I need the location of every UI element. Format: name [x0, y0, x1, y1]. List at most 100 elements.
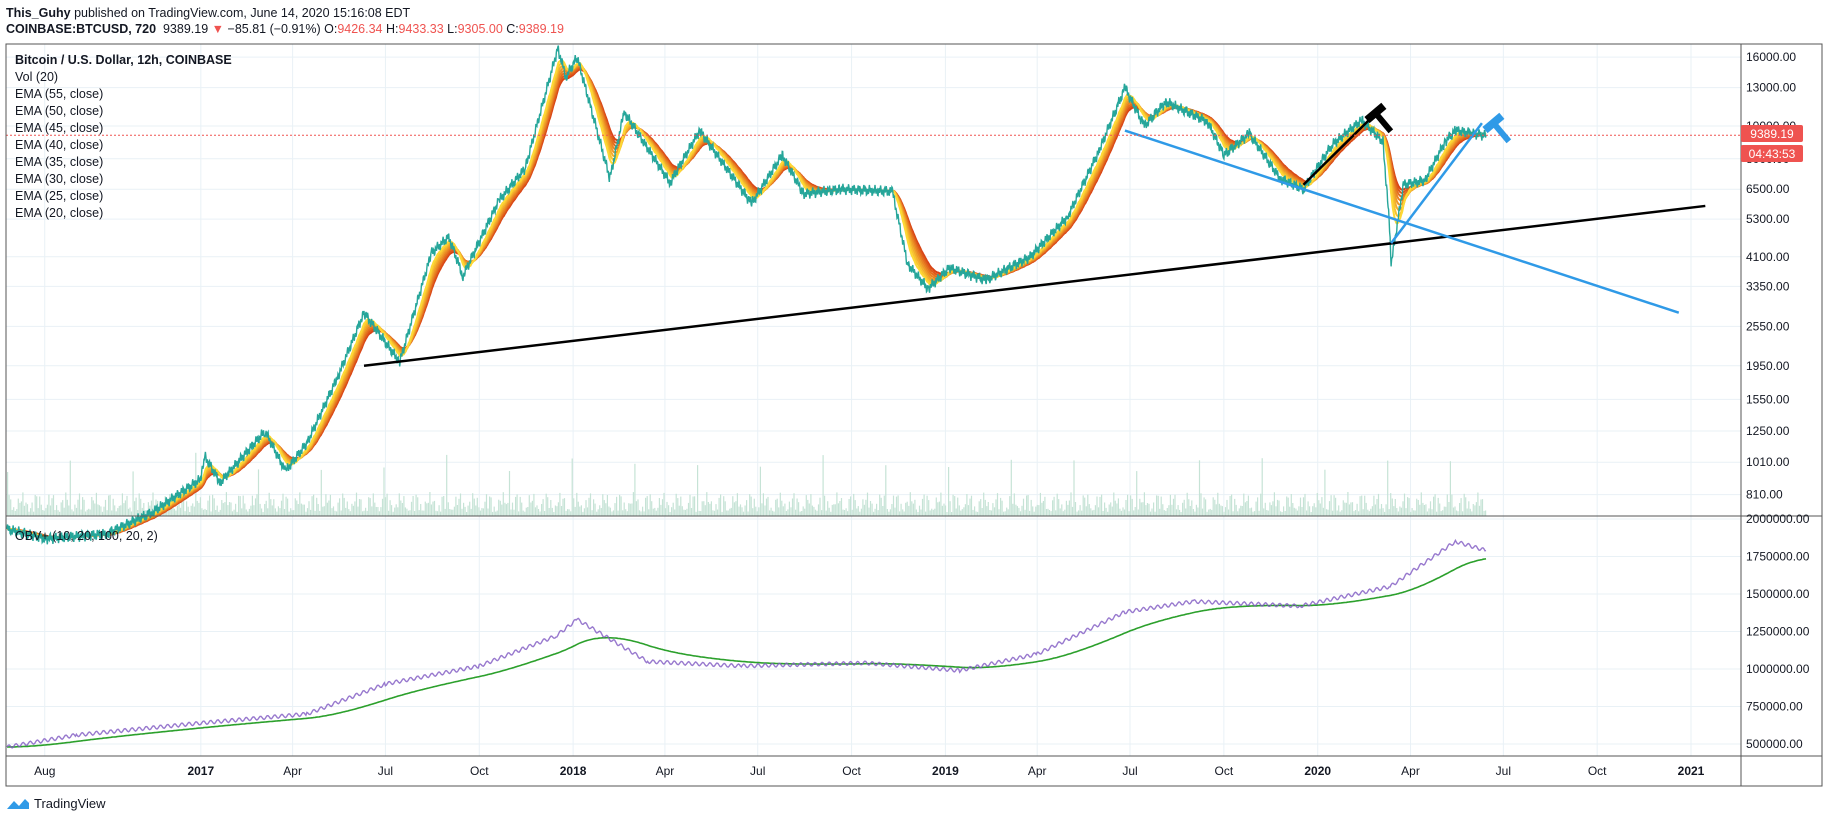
volume-bar [583, 508, 585, 516]
volume-bar [378, 511, 380, 516]
volume-bar [241, 508, 243, 516]
volume-bar [834, 504, 836, 516]
volume-bar [1018, 507, 1020, 516]
volume-bar [1162, 504, 1164, 516]
volume-bar [1408, 498, 1410, 516]
volume-bar [300, 503, 302, 516]
volume-bar [1261, 458, 1263, 516]
volume-bar [1068, 500, 1070, 516]
volume-bar [1195, 504, 1197, 516]
volume-bar [277, 506, 279, 516]
volume-bar [821, 510, 823, 516]
hammer-icon[interactable] [1482, 112, 1517, 149]
volume-bar [1033, 511, 1035, 516]
obv-tick-label: 750000.00 [1746, 700, 1803, 714]
volume-bar [1443, 506, 1445, 516]
volume-bar [756, 511, 758, 516]
volume-bar [675, 493, 677, 516]
volume-bar [120, 505, 122, 516]
volume-bar [1166, 508, 1168, 516]
volume-bar [612, 510, 615, 516]
volume-bar [1338, 505, 1340, 516]
volume-bar [92, 500, 94, 516]
trendline-black [363, 204, 1706, 368]
volume-bar [1015, 504, 1017, 516]
volume-bar [62, 500, 64, 516]
volume-bar [270, 499, 272, 516]
volume-bar [141, 507, 143, 516]
volume-bar [603, 500, 605, 516]
price-tick-label: 4100.00 [1746, 250, 1790, 264]
volume-bar [109, 495, 111, 516]
volume-bar [1171, 504, 1173, 516]
volume-bar [484, 501, 486, 516]
volume-bar [703, 501, 705, 516]
volume-bar [1243, 493, 1245, 516]
volume-bar [322, 506, 324, 516]
volume-bar [150, 500, 152, 516]
volume-bar [932, 509, 934, 516]
volume-bar [775, 499, 777, 516]
volume-bar [504, 502, 506, 516]
volume-bar [1108, 504, 1110, 516]
volume-bar [1156, 495, 1158, 516]
low-value: 9305.00 [457, 22, 503, 36]
volume-bar [397, 507, 399, 516]
volume-bar [661, 499, 664, 516]
volume-bar [285, 496, 287, 516]
volume-bar [975, 511, 977, 516]
volume-bar [1428, 508, 1430, 516]
volume-bar [684, 509, 686, 516]
volume-bar [117, 508, 119, 516]
volume-bar [1445, 506, 1447, 516]
volume-bar [715, 504, 717, 516]
volume-bar [1065, 500, 1067, 516]
volume-bar [228, 502, 231, 516]
volume-bar [72, 511, 74, 516]
volume-bar [248, 508, 250, 516]
volume-bar [697, 465, 699, 516]
volume-bar [804, 508, 806, 516]
volume-bar [949, 501, 951, 516]
hammer-icon[interactable] [1364, 102, 1399, 139]
volume-bar [990, 510, 992, 516]
volume-bar [65, 492, 67, 516]
volume-bar [25, 502, 27, 516]
volume-bar [1136, 471, 1138, 516]
volume-bar [351, 503, 353, 516]
volume-bar [609, 507, 611, 516]
volume-bar [952, 494, 954, 516]
published-text: published on TradingView.com, June 14, 2… [74, 6, 411, 20]
volume-bar [368, 497, 370, 516]
volume-bar [1030, 499, 1032, 516]
volume-bar [1370, 508, 1372, 516]
volume-bar [1211, 509, 1213, 516]
volume-bar [1368, 511, 1370, 516]
volume-bar [1319, 503, 1321, 516]
volume-bar [78, 493, 81, 516]
volume-bar [409, 510, 411, 516]
volume-bar [261, 508, 263, 516]
volume-bar [736, 493, 738, 516]
volume-bar [183, 494, 185, 516]
volume-bar [1367, 509, 1369, 516]
volume-bar [30, 508, 32, 516]
volume-bar [923, 494, 925, 516]
volume-bar [963, 507, 965, 516]
volume-bar [840, 498, 843, 516]
volume-bar [726, 510, 728, 516]
volume-bar [202, 509, 205, 516]
volume-bar [126, 495, 128, 516]
volume-bar [769, 510, 771, 516]
volume-bar [1091, 510, 1093, 516]
volume-bar [1264, 502, 1266, 516]
volume-bar [873, 511, 875, 516]
volume-bar [1257, 497, 1259, 516]
footer-brand[interactable]: TradingView [6, 796, 106, 811]
volume-bar [479, 510, 481, 516]
author-name[interactable]: This_Guhy [6, 6, 71, 20]
volume-bar [302, 504, 304, 516]
obv-signal-line [7, 558, 1487, 748]
volume-bar [1321, 497, 1323, 516]
